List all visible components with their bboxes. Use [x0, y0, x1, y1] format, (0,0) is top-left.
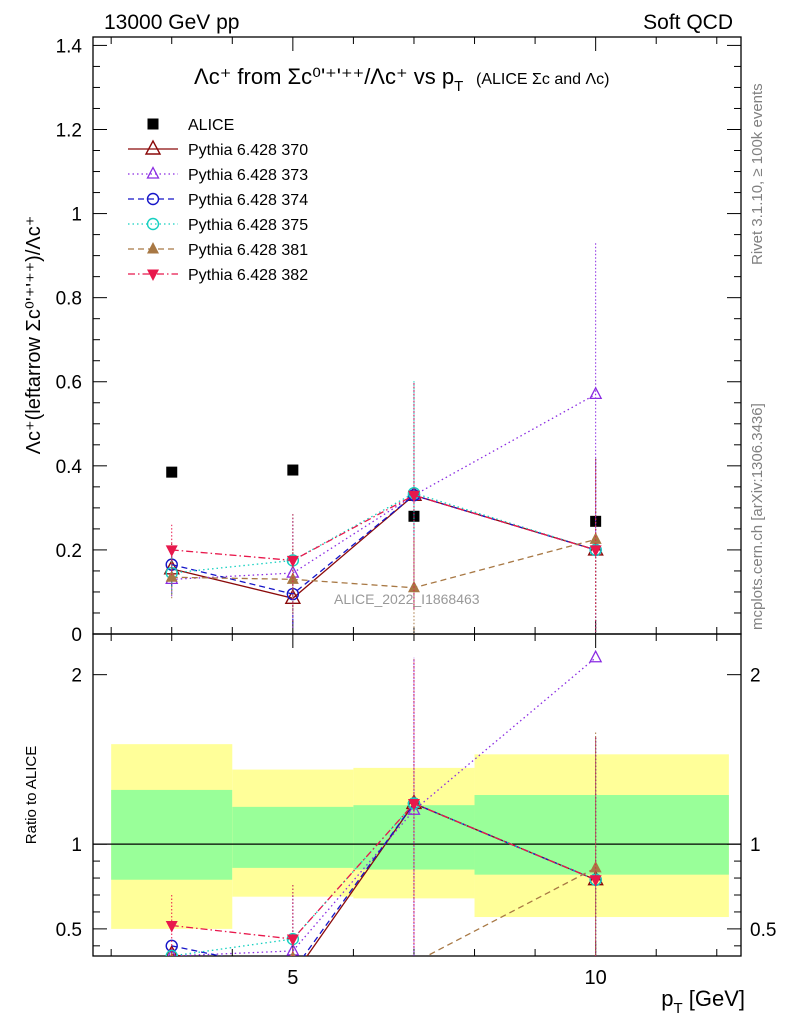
ratio-axis-ticks: 5 10 0.5 0.5 1 1 2 2: [56, 634, 776, 989]
ratio-y-tick-label-right: 1: [750, 835, 761, 856]
series-line: [171, 494, 596, 562]
ratio-y-tick-label: 2: [71, 666, 82, 687]
data-point: [286, 555, 299, 568]
ratio-point: [169, 952, 174, 956]
data-point: [589, 545, 602, 557]
ratio-point: [167, 948, 176, 956]
main-y-tick-label: 0.8: [56, 289, 82, 310]
ratio-point: [165, 920, 178, 933]
data-point: [165, 570, 178, 582]
ratio-frame: [92, 633, 742, 957]
ratio-point: [165, 944, 178, 956]
ratio-point: [589, 649, 603, 663]
x-tick-label: 5: [287, 967, 298, 989]
series-s381: [165, 467, 602, 634]
legend-label: Pythia 6.428 370: [188, 142, 308, 159]
data-point: [590, 515, 602, 527]
band-inner-1: [232, 806, 354, 868]
data-point: [165, 545, 178, 557]
svg-text:Λc⁺ from Σc⁰'⁺'⁺⁺/Λc⁺ vs pT: Λc⁺ from Σc⁰'⁺'⁺⁺/Λc⁺ vs pT: [194, 64, 463, 95]
legend-label: Pythia 6.428 375: [188, 217, 308, 234]
legend-label: Pythia 6.428 381: [188, 242, 308, 259]
main-y-tick-label: 0.4: [56, 457, 83, 478]
main-y-tick-label: 1.4: [56, 36, 83, 57]
ratio-point: [286, 934, 299, 947]
legend-marker: [147, 242, 159, 254]
data-point: [407, 490, 420, 503]
ratio-series-s381: [169, 732, 602, 956]
main-y-tick-label: 1.2: [56, 120, 82, 141]
data-point: [284, 588, 302, 604]
rivet-label: Rivet 3.1.10, ≥ 100k events: [749, 83, 766, 265]
ratio-line: [171, 802, 596, 940]
series-s373: [165, 243, 603, 628]
x-tick-label: 10: [585, 967, 607, 989]
legend-marker: [147, 269, 159, 281]
series-line: [171, 538, 596, 589]
data-point: [589, 532, 602, 544]
legend-label: Pythia 6.428 373: [188, 167, 308, 184]
y-axis-label-ratio: Ratio to ALICE: [23, 746, 40, 844]
legend-label: ALICE: [188, 117, 234, 134]
ratio-point: [589, 860, 602, 873]
main-y-tick-label: 1: [71, 205, 82, 226]
legend: ALICE Pythia 6.428 370 Pythia 6.428 373 Pyt…: [128, 117, 308, 284]
ratio-series-clip: [165, 649, 604, 956]
analysis-watermark: ALICE_2022_I1868463: [334, 591, 480, 607]
ratio-uncertainty-bands: [93, 744, 741, 929]
data-point: [287, 464, 299, 476]
ratio-line: [425, 867, 596, 956]
main-series: [163, 243, 604, 634]
band-inner-0: [111, 789, 233, 880]
main-series-clip: [163, 243, 604, 634]
ratio-y-tick-label-right: 2: [750, 666, 761, 687]
ratio-y-tick-label: 0.5: [56, 920, 82, 941]
ratio-point: [290, 950, 296, 956]
title-paren: (ALICE Σc and Λc): [476, 71, 610, 88]
ratio-y-tick-label: 1: [71, 835, 82, 856]
ratio-point: [589, 875, 602, 887]
main-axis-ticks: 0 0.2 0.4 0.6 0.8 1 1.2 1.4: [56, 36, 741, 646]
legend-marker: [146, 217, 160, 231]
ratio-point: [407, 798, 420, 811]
series-line: [171, 492, 596, 574]
series-ALICE: [166, 464, 602, 527]
series-line: [171, 393, 596, 580]
band-inner-3: [474, 795, 729, 875]
series-s382: [165, 381, 602, 634]
legend-marker: [146, 192, 160, 206]
main-y-tick-label: 0.2: [56, 541, 82, 562]
legend-label: Pythia 6.428 382: [188, 267, 308, 284]
x-axis-label: pT [GeV]: [661, 986, 745, 1017]
ratio-point: [413, 955, 415, 956]
main-y-tick-label: 0.6: [56, 373, 82, 394]
legend-marker: [146, 166, 160, 179]
header-right: Soft QCD: [643, 11, 733, 34]
header-left: 13000 GeV pp: [104, 11, 239, 34]
main-y-tick-label: 0: [71, 625, 82, 646]
title-sub-t: T: [454, 78, 463, 95]
mcplots-label: mcplots.cern.ch [arXiv:1306.3436]: [749, 403, 766, 630]
ratio-point: [165, 949, 178, 956]
data-point: [166, 466, 178, 478]
legend-marker: [144, 139, 162, 155]
ratio-series: [165, 649, 604, 956]
ratio-y-tick-label-right: 0.5: [750, 920, 776, 941]
ratio-series-s382: [165, 659, 602, 956]
chart-title: Λc⁺ from Σc⁰'⁺'⁺⁺/Λc⁺ vs pT (ALICE Σc an…: [194, 64, 610, 95]
y-axis-label-main: Λc⁺(leftarrow Σc⁰'⁺'⁺⁺)/Λc⁺: [23, 216, 45, 455]
legend-label: Pythia 6.428 374: [188, 192, 308, 209]
title-main: Λc⁺ from Σc⁰'⁺'⁺⁺/Λc⁺ vs p: [194, 64, 454, 89]
legend-marker: [147, 118, 159, 130]
data-point: [589, 386, 603, 400]
